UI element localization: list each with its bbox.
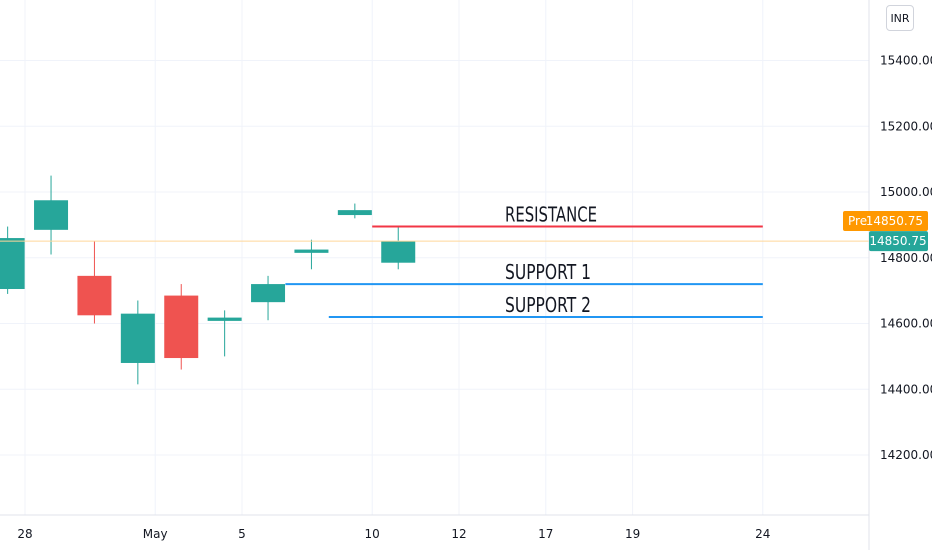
price-tick-label: 14200.00	[880, 448, 932, 462]
candle-body-up[interactable]	[34, 200, 69, 230]
candles	[0, 175, 416, 385]
last-price-badge	[869, 231, 928, 252]
candle-body-up[interactable]	[294, 249, 329, 253]
candle-body-down[interactable]	[164, 295, 199, 359]
price-tick-label: 14400.00	[880, 382, 932, 396]
level-label: RESISTANCE	[505, 203, 597, 227]
time-tick-label: 12	[451, 527, 466, 541]
candle-body-up[interactable]	[337, 210, 372, 216]
pre-market-badge	[843, 211, 928, 231]
time-tick-label: May	[143, 527, 168, 541]
time-tick-label: 5	[238, 527, 246, 541]
candle-body-up[interactable]	[381, 241, 416, 263]
price-tick-label: 15400.00	[880, 54, 932, 68]
candle-body-down[interactable]	[77, 275, 112, 316]
price-tick-label: 14600.00	[880, 317, 932, 331]
candle-body-up[interactable]	[120, 313, 155, 363]
pre-market-price: 14850.75	[866, 214, 923, 228]
time-tick-label: 24	[755, 527, 770, 541]
level-label: SUPPORT 1	[505, 260, 591, 284]
candle-body-up[interactable]	[0, 238, 25, 290]
price-axis[interactable]: 14200.00 14400.00 14600.00 14800.00 15000.00…	[880, 54, 932, 462]
level-label: SUPPORT 2	[505, 293, 591, 317]
grid	[0, 0, 869, 515]
levels: RESISTANCE SUPPORT 1 SUPPORT 2	[285, 203, 763, 318]
candle-body-up[interactable]	[207, 317, 242, 321]
time-tick-label: 17	[538, 527, 553, 541]
time-tick-label: 28	[17, 527, 32, 541]
time-tick-label: 10	[365, 527, 380, 541]
currency-button[interactable]: INR	[886, 5, 914, 31]
price-tick-label: 15000.00	[880, 185, 932, 199]
price-tick-label: 14800.00	[880, 251, 932, 265]
price-tick-label: 15200.00	[880, 119, 932, 133]
time-axis[interactable]: 28 May 5 10 12 17 19 24	[17, 527, 770, 541]
time-tick-label: 19	[625, 527, 640, 541]
last-price-label: 14850.75	[869, 234, 926, 248]
pre-market-label: Pre	[848, 214, 867, 228]
candle-body-up[interactable]	[251, 284, 286, 303]
